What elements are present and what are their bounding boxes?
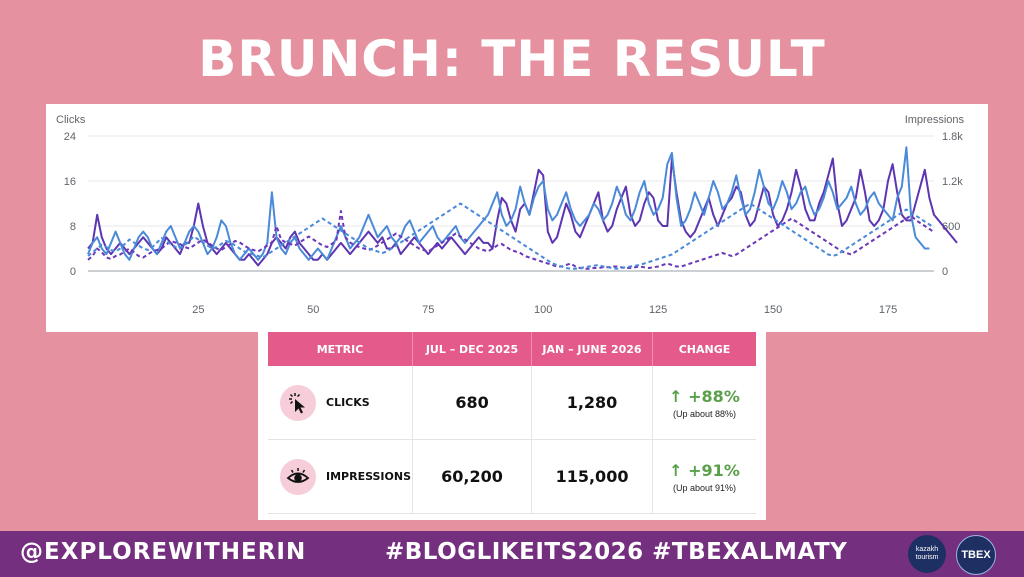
arrow-up-icon: ↑ [669, 460, 683, 480]
impressions-change-note: (Up about 91%) [672, 482, 737, 493]
impressions-jan-june-value: 115,000 [531, 439, 654, 514]
kazakh-tourism-logo: kazakh tourism [908, 535, 946, 573]
x-tick-label: 100 [534, 304, 552, 316]
header-change: CHANGE [652, 332, 756, 366]
y-left-tick-label: 24 [64, 131, 76, 143]
metric-cell: CLICKS [268, 366, 414, 440]
impressions-change-value: +91% [688, 460, 740, 480]
hashtags: #BLOGLIKEITS2026 #TBEXALMATY [385, 539, 848, 565]
slide-title: BRUNCH: THE RESULT [198, 30, 826, 88]
footer-bar: @EXPLOREWITHERIN #BLOGLIKEITS2026 #TBEXA… [0, 531, 1024, 577]
x-tick-label: 150 [764, 304, 782, 316]
table-row: CLICKS 680 1,280 ↑ +88% (Up about 88%) [268, 366, 756, 440]
x-tick-label: 125 [649, 304, 667, 316]
header-metric: METRIC [268, 332, 414, 366]
y-right-tick-label: 0 [942, 266, 948, 278]
metric-label-clicks: CLICKS [326, 396, 370, 409]
y-right-tick-label: 1.8k [942, 131, 963, 143]
clicks-jan-june-value: 1,280 [531, 366, 654, 440]
x-tick-label: 50 [307, 304, 319, 316]
series-line-2 [87, 146, 930, 261]
series-line-1 [87, 157, 958, 267]
arrow-up-icon: ↑ [669, 386, 683, 406]
table-row: IMPRESSIONS 60,200 115,000 ↑ +91% (Up ab… [268, 439, 756, 514]
y-left-tick-label: 0 [70, 266, 76, 278]
metrics-table: METRIC JUL – DEC 2025 JAN – JUNE 2026 CH… [268, 332, 756, 514]
series-line-4 [87, 202, 935, 270]
metrics-table-card: METRIC JUL – DEC 2025 JAN – JUNE 2026 CH… [258, 328, 766, 520]
y-right-tick-label: 1.2k [942, 176, 963, 188]
x-tick-label: 25 [192, 304, 204, 316]
y-left-tick-label: 8 [70, 221, 76, 233]
y-left-axis-title: Clicks [56, 114, 86, 126]
impressions-change-cell: ↑ +91% (Up about 91%) [652, 439, 756, 514]
line-chart-panel: Clicks Impressions 0 0 8 600 16 1.2k 24 1.8k 25 5… [46, 104, 988, 332]
x-tick-label: 75 [422, 304, 434, 316]
social-handle: @EXPLOREWITHERIN [20, 539, 307, 565]
eye-icon [280, 458, 316, 495]
tbex-logo: TBEX [956, 535, 996, 575]
y-right-axis-title: Impressions [904, 114, 964, 126]
metric-cell: IMPRESSIONS [268, 439, 414, 514]
series-line-3 [87, 210, 935, 270]
header-jan-june-2026: JAN – JUNE 2026 [531, 332, 654, 366]
x-tick-label: 175 [879, 304, 897, 316]
clicks-change-value: +88% [688, 386, 740, 406]
clicks-jul-dec-value: 680 [412, 366, 533, 440]
y-left-tick-label: 16 [64, 176, 76, 188]
metric-label-impressions: IMPRESSIONS [326, 470, 412, 483]
impressions-jul-dec-value: 60,200 [412, 439, 533, 514]
header-jul-dec-2025: JUL – DEC 2025 [412, 332, 533, 366]
clicks-change-cell: ↑ +88% (Up about 88%) [652, 366, 756, 440]
cursor-click-icon [280, 384, 316, 421]
clicks-change-note: (Up about 88%) [672, 408, 737, 419]
